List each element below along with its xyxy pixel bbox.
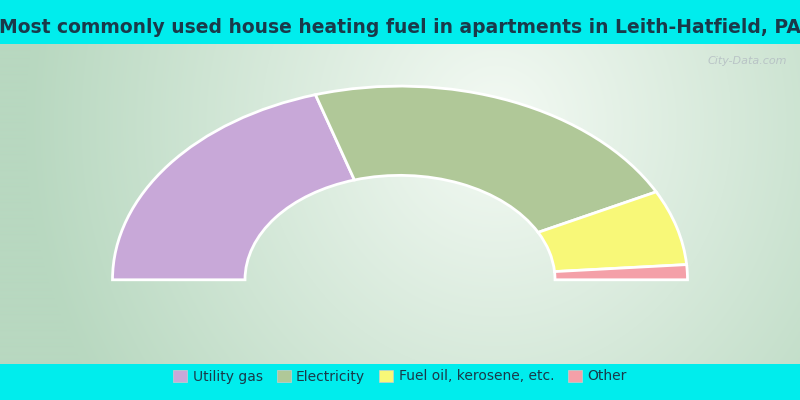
Wedge shape: [538, 192, 686, 272]
Text: Most commonly used house heating fuel in apartments in Leith-Hatfield, PA: Most commonly used house heating fuel in…: [0, 18, 800, 37]
Wedge shape: [113, 95, 354, 280]
Wedge shape: [315, 86, 656, 232]
Text: City-Data.com: City-Data.com: [708, 56, 787, 66]
Legend: Utility gas, Electricity, Fuel oil, kerosene, etc., Other: Utility gas, Electricity, Fuel oil, kero…: [168, 364, 632, 389]
Wedge shape: [554, 264, 687, 280]
